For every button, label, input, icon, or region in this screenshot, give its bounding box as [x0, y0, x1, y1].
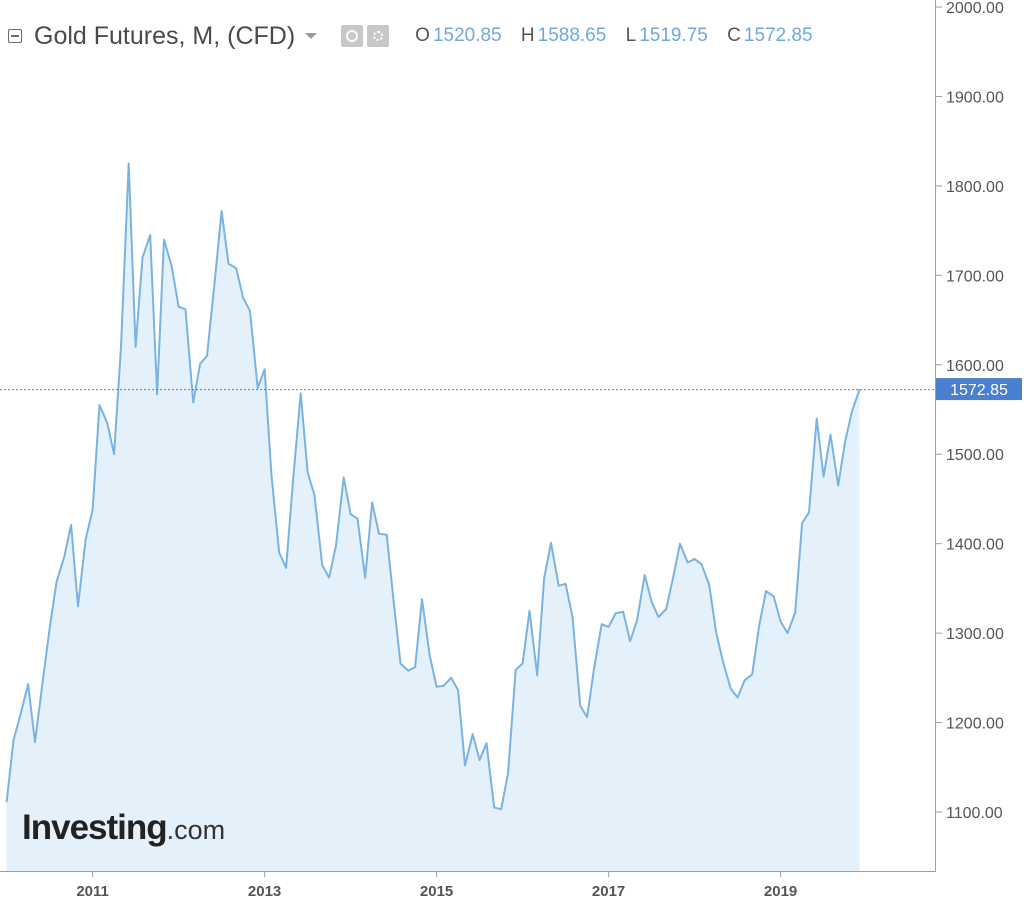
plot-area [5, 162, 861, 872]
y-tick-label: 1600.00 [946, 358, 1004, 375]
last-price-badge: 1572.85 [936, 378, 1022, 401]
eye-icon[interactable] [341, 25, 364, 47]
open-key: O [415, 25, 430, 46]
chevron-down-icon[interactable] [305, 33, 318, 39]
gear-icon[interactable] [367, 25, 390, 47]
x-tick-label: 2011 [76, 883, 109, 900]
close-key: C [727, 25, 741, 46]
collapse-icon[interactable] [8, 29, 22, 43]
chart-header: Gold Futures, M, (CFD) O 1520.85 H 1588.65… [8, 18, 827, 54]
y-tick-label: 1800.00 [946, 179, 1004, 196]
y-tick-label: 1500.00 [946, 447, 1004, 464]
price-area-fill [6, 163, 860, 872]
high-value: 1588.65 [537, 25, 607, 46]
y-tick-label: 1700.00 [946, 268, 1004, 285]
y-tick-label: 2000.00 [946, 0, 1004, 17]
logo-brand: Investing [22, 808, 168, 847]
close-value: 1572.85 [743, 25, 813, 46]
price-line [5, 162, 861, 811]
investing-logo: Investing.com [22, 808, 225, 848]
x-tick-label: 2013 [248, 883, 281, 900]
open-value: 1520.85 [432, 25, 502, 46]
y-tick-label: 1900.00 [946, 89, 1004, 106]
low-value: 1519.75 [639, 25, 708, 46]
ohlc-readout: O 1520.85 H 1588.65 L 1519.75 C 1572.85 [415, 25, 826, 47]
last-price-label: 1572.85 [950, 382, 1008, 399]
x-tick-label: 2017 [592, 883, 625, 900]
high-key: H [520, 25, 535, 46]
y-axis-ticks: 1100.00 1200.00 1300.00 1400.00 1500.00 1600.… [936, 0, 1004, 822]
low-key: L [625, 25, 637, 46]
y-tick-label: 1200.00 [946, 716, 1004, 733]
chart-title: Gold Futures, M, (CFD) [34, 21, 296, 50]
x-tick-label: 2019 [764, 883, 797, 900]
x-axis-ticks: 2011 2013 2015 2017 2019 [76, 872, 797, 900]
y-tick-label: 1100.00 [946, 805, 1003, 822]
y-tick-label: 1300.00 [946, 626, 1004, 643]
logo-domain: .com [166, 815, 226, 845]
x-tick-label: 2015 [420, 883, 453, 900]
y-tick-label: 1400.00 [946, 537, 1004, 554]
